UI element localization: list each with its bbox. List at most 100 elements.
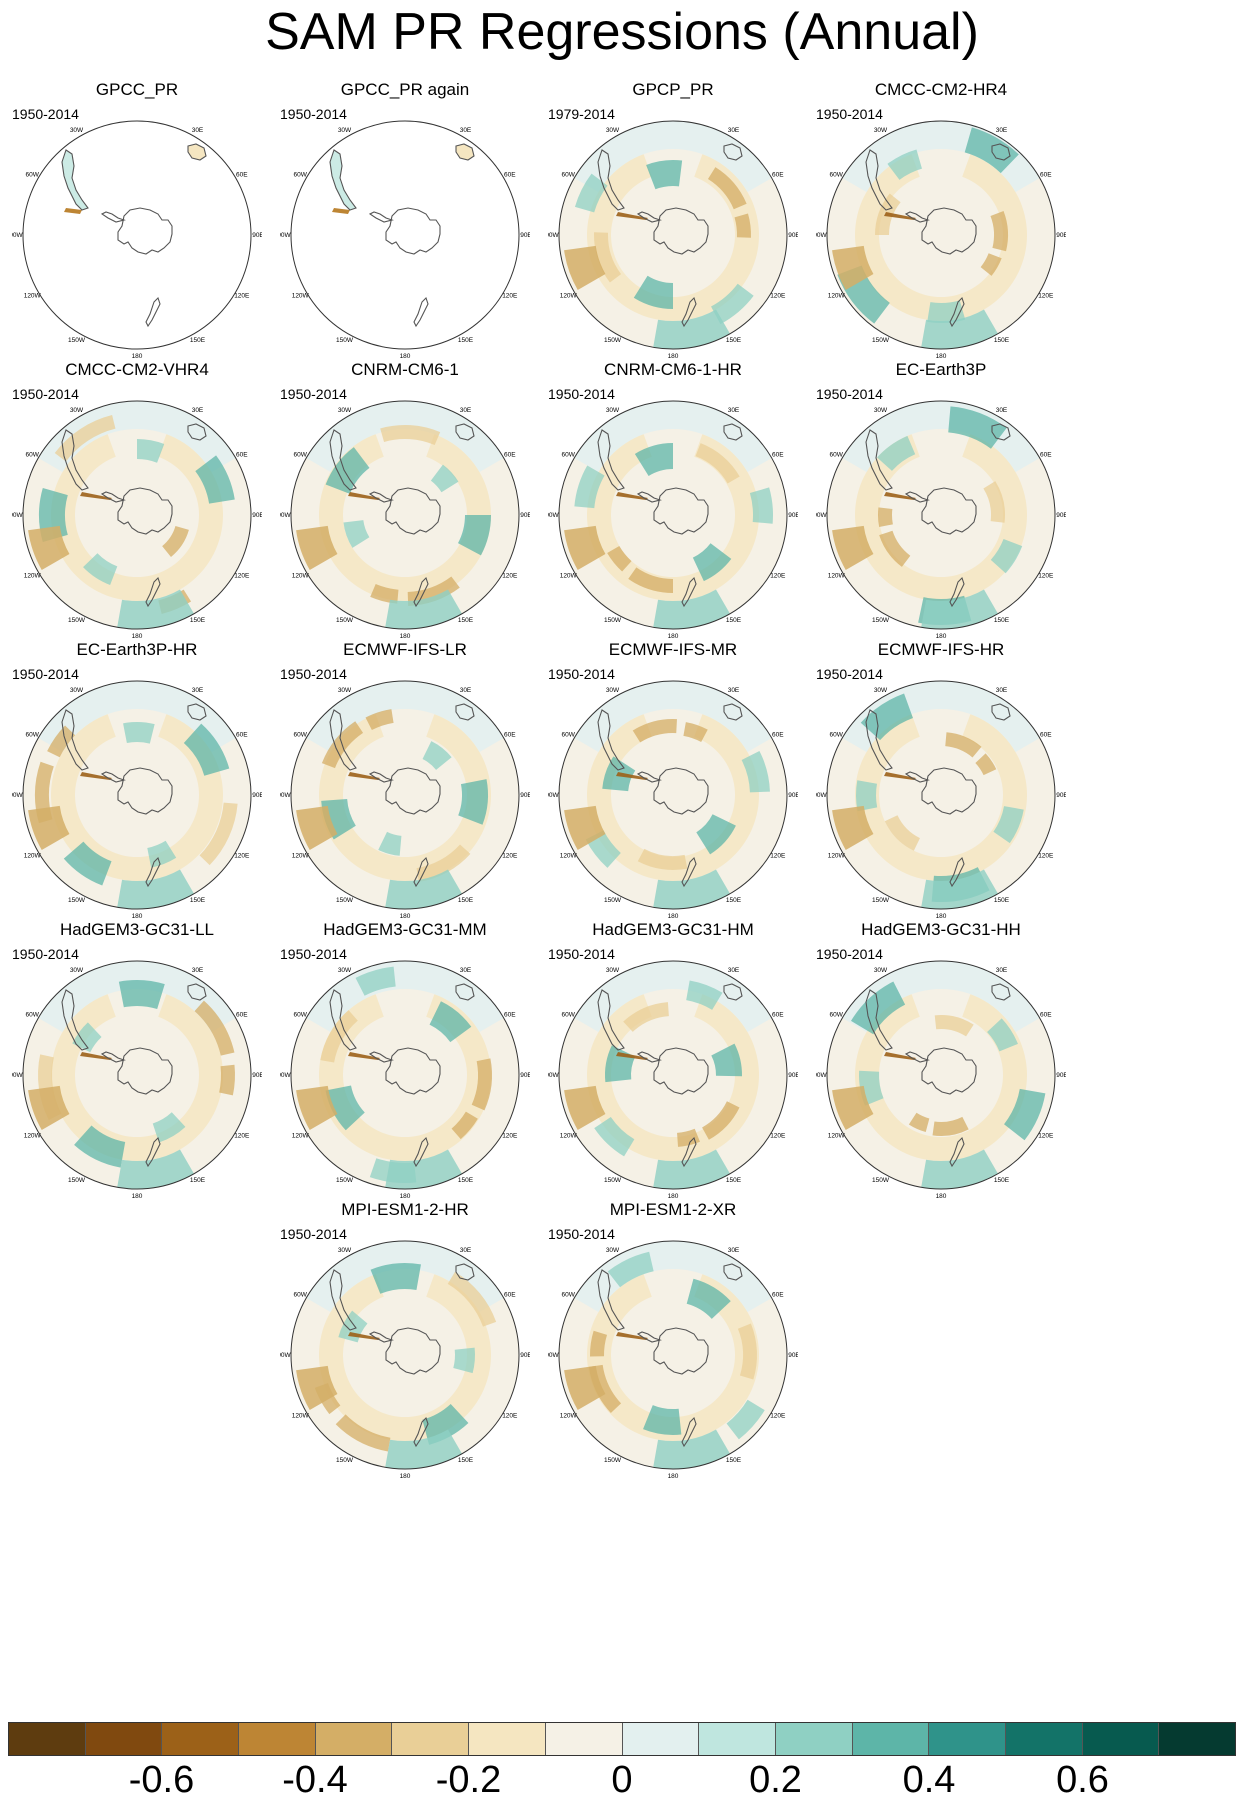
field-blob	[385, 589, 462, 629]
coastline	[385, 1047, 441, 1095]
coastline	[100, 211, 126, 223]
lon-label: 0	[939, 396, 943, 398]
lon-label: 0	[671, 956, 675, 958]
field-blob	[646, 160, 683, 190]
field-blob	[884, 815, 920, 851]
lon-label: 30E	[192, 687, 204, 694]
coastline	[145, 296, 161, 328]
lon-label: 150E	[458, 897, 474, 904]
field-band	[842, 681, 1040, 752]
lon-label: 60E	[236, 452, 248, 459]
field-blob	[695, 443, 740, 484]
lon-label: 60E	[772, 1012, 784, 1019]
field-blob	[365, 709, 394, 730]
field-blob	[564, 245, 606, 290]
map-panel: CMCC-CM2-VHR4 1950-2014 0 30E 60E 90E 120E 150E…	[12, 360, 312, 680]
coastline	[681, 856, 697, 888]
lon-label: 30W	[606, 967, 620, 974]
lon-label: 180	[132, 1193, 143, 1200]
figure-title: SAM PR Regressions (Annual)	[265, 3, 979, 61]
field-blob	[80, 1052, 112, 1060]
lon-label: 120W	[292, 293, 310, 300]
coastline	[865, 429, 893, 491]
coastline	[865, 989, 893, 1051]
polar-map: 0 30E 60E 90E 120E 150E 180 150W 120W 90W 60W 30W	[548, 956, 798, 1200]
lon-label: 90W	[816, 512, 828, 519]
map-border	[290, 400, 520, 630]
field-blob	[884, 772, 916, 780]
field-blob	[616, 1052, 648, 1060]
field-band	[574, 1241, 772, 1312]
field-blob	[927, 300, 966, 323]
coastline	[413, 1136, 429, 1168]
coastline	[991, 703, 1011, 721]
lon-label: 120W	[828, 573, 846, 580]
field-blob	[945, 732, 982, 758]
coastline	[208, 1190, 244, 1206]
field-blob	[921, 589, 998, 629]
coastline	[597, 989, 625, 1051]
field-blob	[416, 844, 471, 882]
panel-period: 1950-2014	[816, 106, 883, 122]
lon-label: 120W	[560, 853, 578, 860]
lon-label: 180	[400, 353, 411, 360]
field-blob	[348, 492, 380, 500]
map-panel: MPI-ESM1-2-XR 1950-2014 0 30E 60E 90E 120E 150E…	[548, 1200, 848, 1520]
coastline	[636, 211, 662, 223]
map-border	[826, 680, 1056, 910]
lon-label: 60E	[504, 452, 516, 459]
coastline	[61, 149, 89, 211]
coastline	[117, 487, 173, 535]
coastline	[991, 143, 1011, 161]
lon-label: 150E	[190, 897, 206, 904]
coastline	[921, 767, 977, 815]
lon-label: 90E	[788, 1072, 798, 1079]
coastline	[921, 207, 977, 255]
field-blob	[607, 546, 632, 572]
lon-label: 120W	[24, 573, 42, 580]
field-blob	[637, 848, 688, 870]
field-blob	[296, 525, 338, 570]
field-blob	[628, 567, 673, 593]
lon-label: 90W	[548, 792, 560, 799]
polar-map: 0 30E 60E 90E 120E 150E 180 150W 120W 90W 60W 30W	[12, 116, 262, 360]
colorbar-box	[1005, 1723, 1083, 1755]
coastline	[117, 1047, 173, 1095]
lon-label: 30W	[70, 127, 84, 134]
field-blob	[123, 722, 155, 744]
field-blob	[616, 492, 648, 500]
lon-label: 60E	[1040, 1012, 1052, 1019]
lon-label: 120E	[234, 293, 250, 300]
lon-label: 120W	[828, 1133, 846, 1140]
lon-label: 0	[671, 396, 675, 398]
field-blob	[633, 275, 673, 309]
lon-label: 30W	[606, 127, 620, 134]
lon-label: 60E	[1040, 172, 1052, 179]
lon-label: 60E	[772, 732, 784, 739]
coastline	[636, 771, 662, 783]
coastline	[329, 149, 357, 211]
lon-label: 150W	[604, 897, 622, 904]
lon-label: 90W	[816, 792, 828, 799]
field-blob	[908, 1112, 930, 1132]
polar-map: 0 30E 60E 90E 120E 150E 180 150W 120W 90W 60W 30W	[12, 396, 262, 640]
field-blob	[737, 1323, 757, 1380]
coastline	[597, 1269, 625, 1331]
map-border	[22, 400, 252, 630]
lon-label: 0	[939, 116, 943, 118]
field-blob	[983, 481, 1005, 523]
lon-label: 60E	[236, 172, 248, 179]
lon-label: 150W	[604, 1457, 622, 1464]
field-blob	[741, 750, 770, 793]
lon-label: 120E	[770, 293, 786, 300]
lon-label: 60E	[1040, 452, 1052, 459]
lon-label: 150W	[604, 1177, 622, 1184]
field-blob	[884, 492, 916, 500]
lon-label: 120W	[828, 853, 846, 860]
coastline	[991, 423, 1011, 441]
lon-label: 90E	[1056, 232, 1066, 239]
lon-label: 60W	[26, 452, 40, 459]
field-blob	[28, 1085, 70, 1130]
panel-title: ECMWF-IFS-LR	[343, 640, 467, 659]
coastline	[681, 1136, 697, 1168]
